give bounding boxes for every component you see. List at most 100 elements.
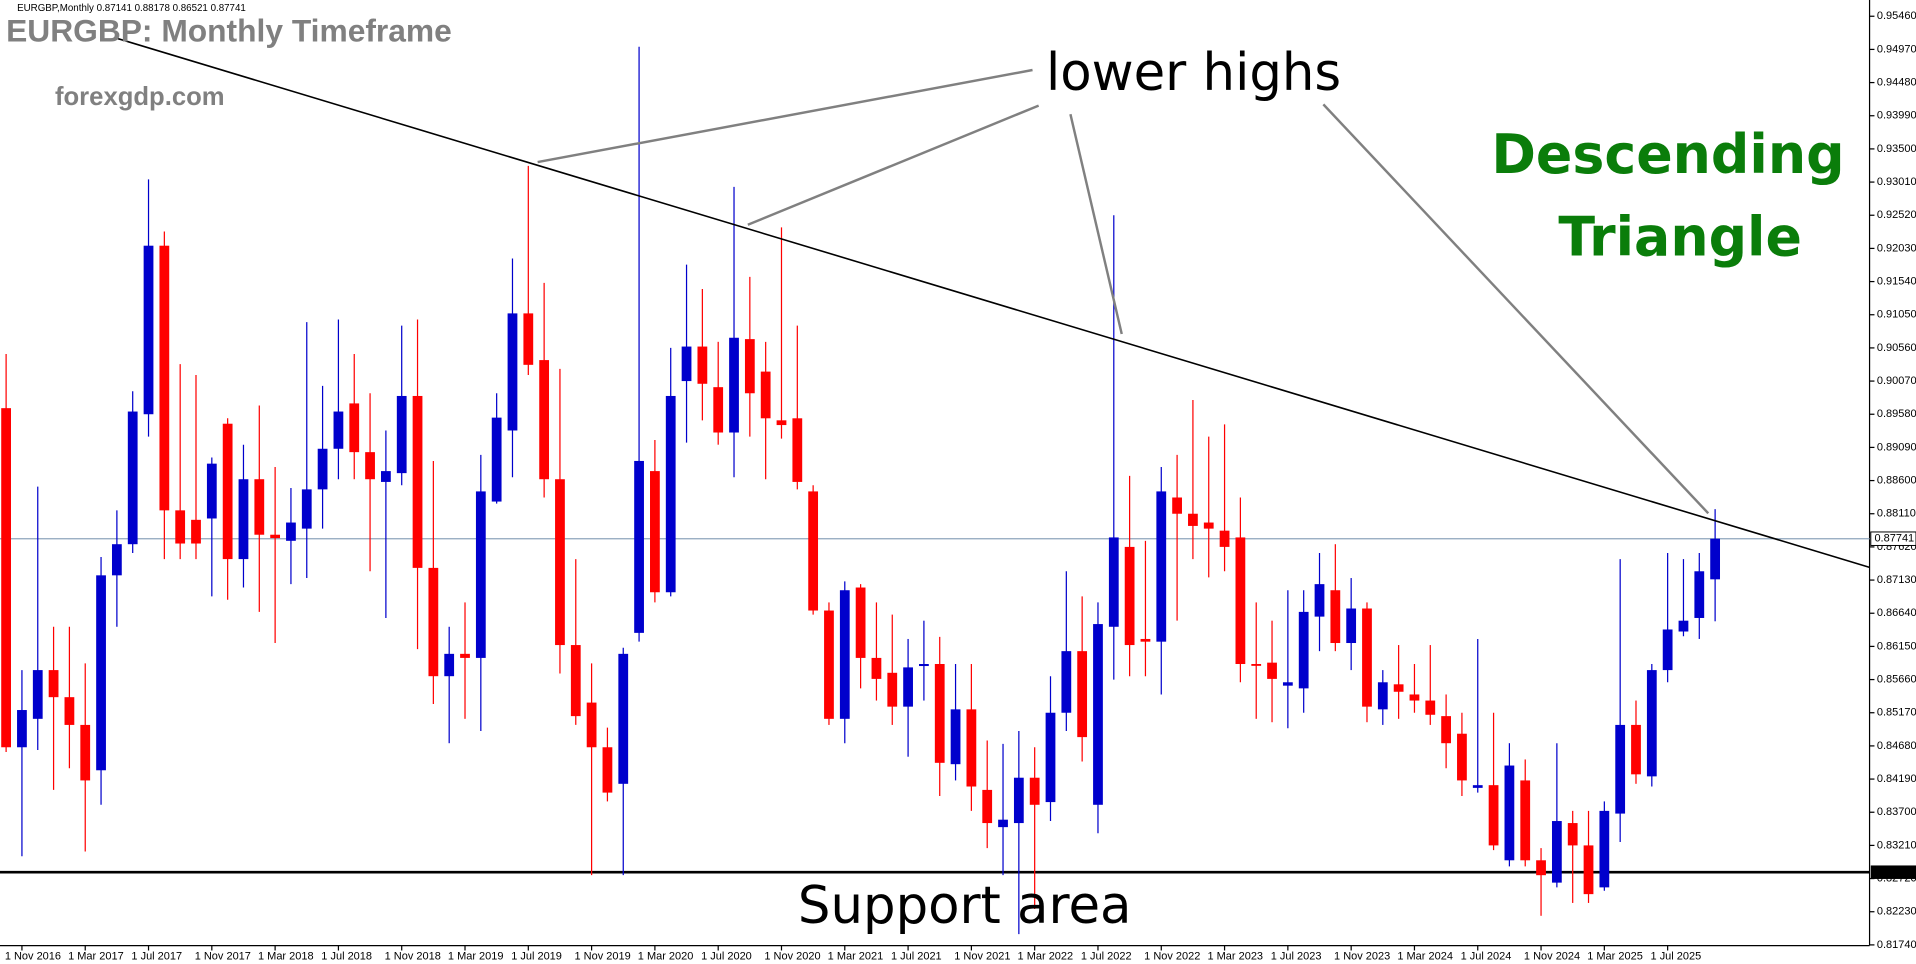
y-tick-label: 0.84190 — [1877, 773, 1916, 785]
candle-body — [238, 479, 249, 560]
candle-body — [1029, 777, 1040, 805]
candle-body — [1298, 611, 1309, 689]
x-tick-label: 1 Nov 2024 — [1524, 951, 1580, 963]
candle-body — [1646, 670, 1657, 777]
x-tick-label: 1 Jul 2018 — [321, 951, 372, 963]
y-tick-label: 0.87130 — [1877, 574, 1916, 586]
x-tick-label: 1 Jul 2023 — [1271, 951, 1322, 963]
candle-body — [191, 519, 201, 544]
candle-body — [64, 697, 75, 725]
support-price-label: 0.82814 — [1874, 866, 1914, 878]
x-tick-label: 1 Nov 2019 — [574, 951, 630, 963]
candle-body — [1441, 716, 1451, 744]
candle-body — [839, 590, 850, 719]
candle-body — [80, 724, 91, 781]
y-tick-label: 0.84680 — [1877, 740, 1916, 752]
x-tick-label: 1 Jul 2024 — [1461, 951, 1512, 963]
candle-body — [586, 702, 597, 748]
candle-body — [1615, 724, 1626, 814]
x-tick-label: 1 Nov 2017 — [195, 951, 251, 963]
x-tick-label: 1 Mar 2020 — [638, 951, 694, 963]
candle-body — [665, 395, 676, 593]
candle-body — [1694, 571, 1705, 618]
candle-body — [175, 510, 186, 544]
candle-body — [713, 387, 724, 433]
y-tick-label: 0.88110 — [1877, 508, 1916, 520]
annotation: lower highs — [1046, 43, 1341, 103]
x-tick-label: 1 Jul 2022 — [1081, 951, 1132, 963]
candle-body — [570, 645, 581, 717]
support-price-box — [1870, 865, 1916, 879]
candle-body — [32, 670, 43, 719]
candle-body — [681, 346, 692, 382]
candle-body — [1, 408, 11, 748]
y-tick-label: 0.83700 — [1877, 806, 1916, 818]
candle-body — [460, 653, 470, 658]
candle-body — [127, 411, 138, 545]
candle-body — [1362, 608, 1372, 707]
candle-body — [222, 423, 233, 560]
candle-body — [950, 709, 961, 765]
candle-body — [966, 709, 977, 787]
candle-body — [1188, 513, 1198, 526]
y-tick-label: 0.85170 — [1877, 707, 1916, 719]
pattern-label: Descending — [1491, 123, 1844, 186]
candle-body — [1108, 537, 1119, 627]
current-price-label: 0.87741 — [1874, 533, 1914, 545]
candle-body — [903, 667, 913, 707]
candle-body — [111, 544, 122, 576]
y-tick-label: 0.89090 — [1877, 441, 1916, 453]
x-tick-label: 1 Mar 2023 — [1207, 951, 1263, 963]
candle-body — [1393, 684, 1404, 692]
candle-body — [1045, 712, 1056, 803]
site-label: forexgdp.com — [55, 83, 225, 111]
candle-body — [396, 395, 407, 474]
candle-body — [1631, 724, 1641, 775]
candle-body — [539, 360, 550, 480]
x-tick-label: 1 Mar 2018 — [258, 951, 314, 963]
candle-body — [444, 653, 455, 677]
y-tick-label: 0.90560 — [1877, 342, 1916, 354]
candle-body — [1251, 664, 1262, 666]
candle-body — [1599, 810, 1610, 888]
candle-body — [555, 479, 565, 646]
pattern-label: Triangle — [1558, 205, 1802, 268]
candle-body — [1457, 733, 1467, 781]
y-tick-label: 0.95460 — [1877, 10, 1916, 22]
y-tick-label: 0.94480 — [1877, 76, 1916, 88]
candle-body — [1156, 491, 1167, 642]
candle-body — [1124, 546, 1135, 646]
y-tick-label: 0.86150 — [1877, 640, 1916, 652]
y-tick-label: 0.91540 — [1877, 275, 1916, 287]
x-tick-label: 1 Mar 2017 — [68, 951, 124, 963]
y-tick-label: 0.88600 — [1877, 474, 1916, 486]
candle-body — [729, 337, 739, 433]
y-tick-label: 0.83210 — [1877, 839, 1916, 851]
current-price-box — [1870, 531, 1916, 546]
candle-body — [1330, 590, 1341, 644]
candle-body — [381, 471, 391, 482]
candle-body — [1172, 497, 1182, 514]
candle-body — [206, 463, 217, 519]
candle-body — [1061, 651, 1072, 713]
candle-body — [1093, 624, 1103, 805]
candle-body — [618, 653, 629, 784]
chart-header: EURGBP,Monthly 0.87141 0.88178 0.86521 0… — [17, 3, 246, 14]
candle-body — [1235, 537, 1246, 665]
x-tick-label: 1 Nov 2021 — [954, 951, 1010, 963]
candle-body — [1551, 821, 1562, 883]
candle-body — [475, 491, 486, 658]
y-tick-label: 0.89580 — [1877, 408, 1916, 420]
x-tick-label: 1 Nov 2020 — [764, 951, 820, 963]
callout-line — [537, 68, 1033, 164]
candle-body — [428, 567, 439, 677]
callout-line — [747, 104, 1040, 226]
candle-body — [143, 245, 154, 415]
candle-body — [349, 403, 360, 453]
x-tick-label: 1 Mar 2022 — [1018, 951, 1074, 963]
y-tick-label: 0.90070 — [1877, 375, 1916, 387]
y-tick-label: 0.92030 — [1877, 242, 1916, 254]
y-tick-label: 0.86640 — [1877, 607, 1916, 619]
chart-title: EURGBP: Monthly Timeframe — [6, 13, 452, 49]
